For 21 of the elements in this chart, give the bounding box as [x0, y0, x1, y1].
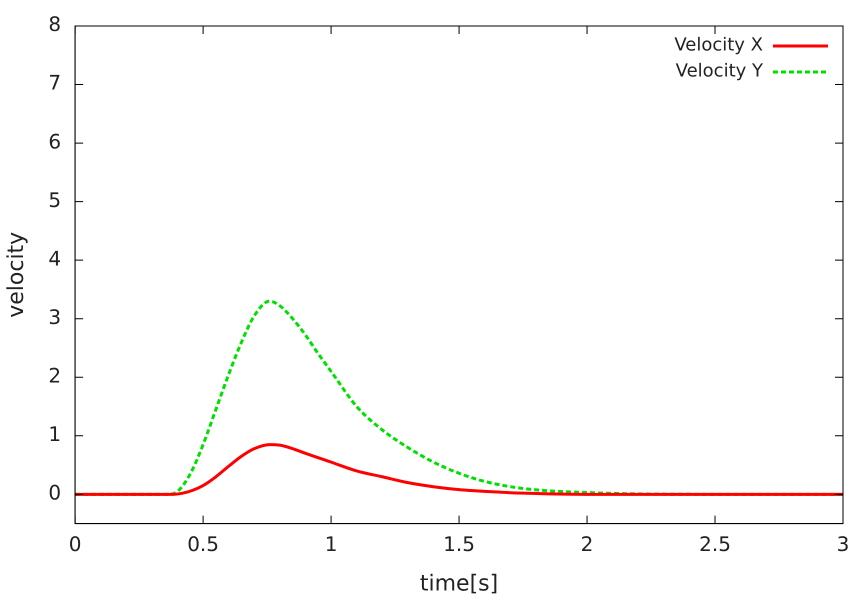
y-tick-label: 3 — [48, 304, 62, 329]
y-tick-label: 1 — [48, 422, 62, 446]
x-tick-label: 0 — [68, 532, 82, 556]
y-tick-label: 8 — [48, 12, 62, 36]
y-axis-title: velocity — [4, 232, 29, 318]
y-tick-label: 6 — [48, 129, 62, 154]
y-tick-label: 4 — [48, 246, 62, 270]
x-tick-label: 1.5 — [443, 532, 475, 556]
legend-label: Velocity Y — [676, 60, 764, 82]
x-tick-label: 2 — [580, 532, 594, 556]
x-tick-label: 3 — [836, 532, 850, 556]
y-tick-label: 0 — [48, 480, 62, 505]
line-series — [75, 443, 843, 496]
y-tick-label: 7 — [48, 70, 62, 95]
x-tick-label: 1 — [324, 532, 338, 556]
y-tick-label: 5 — [48, 188, 62, 212]
x-axis-title: time[s] — [420, 572, 498, 597]
legend-label: Velocity X — [674, 34, 763, 56]
y-tick-label: 2 — [48, 363, 62, 388]
x-tick-label: 2.5 — [699, 532, 731, 556]
x-tick-label: 0.5 — [187, 532, 220, 556]
